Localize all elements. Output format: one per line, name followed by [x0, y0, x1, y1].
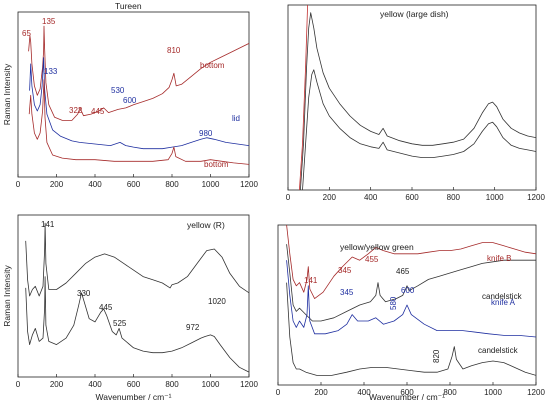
series-line-2 — [25, 276, 249, 373]
annotation-label: bottom — [204, 160, 229, 169]
annotation-label: 972 — [186, 323, 200, 332]
x-tick-label: 0 — [16, 380, 21, 389]
panel-title: yellow (large dish) — [380, 9, 449, 19]
annotation-label: lid — [232, 114, 240, 123]
annotation-label: 141 — [41, 220, 55, 229]
x-tick-label: 200 — [50, 180, 64, 189]
x-tick-label: 200 — [314, 388, 328, 397]
x-tick-label: 1000 — [202, 380, 220, 389]
x-tick-label: 600 — [127, 380, 141, 389]
x-axis-label: Wavenumber / cm⁻¹ — [96, 392, 172, 402]
series-line-2 — [29, 57, 249, 150]
plot-frame — [17, 11, 250, 178]
annotation-label: 810 — [167, 46, 181, 55]
x-tick-label: 1000 — [486, 193, 504, 202]
annotation-label: 820 — [432, 349, 441, 363]
annotation-label: 330 — [77, 289, 91, 298]
y-axis-label: Raman Intensity — [2, 63, 12, 125]
series-line-2 — [286, 244, 536, 322]
annotation-label: 980 — [199, 129, 213, 138]
panel-title: Tureen — [115, 1, 142, 11]
x-tick-label: 1000 — [202, 180, 220, 189]
x-tick-label: 1000 — [484, 388, 502, 397]
x-tick-label: 800 — [443, 388, 457, 397]
x-tick-label: 0 — [286, 193, 291, 202]
annotation-label: 600 — [123, 96, 137, 105]
annotation-label: 580 — [389, 296, 398, 310]
annotation-label: 322 — [69, 106, 83, 115]
annotation-label: 455 — [365, 255, 379, 264]
series-line-2 — [302, 69, 536, 190]
annotation-label: 133 — [44, 67, 58, 76]
plot-frame — [287, 4, 537, 191]
x-tick-label: 200 — [50, 380, 64, 389]
x-tick-label: 800 — [447, 193, 461, 202]
panel-2: 0 200 400 600 800 1000 1200 yellow (large dish) — [286, 4, 545, 202]
x-tick-label: 0 — [16, 180, 21, 189]
x-tick-label: 400 — [364, 193, 378, 202]
annotation-label: 141 — [304, 276, 318, 285]
annotation-label: knife B — [487, 254, 511, 263]
annotation-label: bottom — [200, 61, 225, 70]
x-tick-label: 200 — [323, 193, 337, 202]
x-tick-label: 400 — [88, 180, 102, 189]
x-tick-label: 1200 — [240, 380, 258, 389]
x-tick-label: 600 — [405, 193, 419, 202]
annotation-label: knife A — [491, 298, 516, 307]
x-tick-label: 1200 — [527, 388, 545, 397]
panel-3: 0 200 400 600 800 1000 1200 yellow (R) Wavenumbe… — [2, 214, 258, 402]
annotation-label: 600 — [401, 286, 415, 295]
annotation-label: candelstick — [482, 292, 523, 301]
series-line-1 — [28, 25, 249, 121]
annotation-label: candelstick — [478, 346, 519, 355]
x-axis-label: Wavenumber / cm⁻¹ — [369, 392, 445, 402]
annotation-label: 525 — [113, 319, 127, 328]
series-line-1 — [25, 222, 249, 297]
x-tick-label: 1200 — [240, 180, 258, 189]
series-line-3 — [299, 5, 308, 190]
panel-title: yellow/yellow green — [340, 242, 414, 252]
y-axis-label: Raman Intensity — [2, 265, 12, 327]
annotation-label: 445 — [99, 303, 113, 312]
plot-frame — [17, 214, 250, 378]
series-line-1 — [300, 12, 536, 190]
panel-1: 0 200 400 600 800 1000 1200 Tureen Raman Intensi… — [2, 1, 258, 189]
x-tick-label: 800 — [165, 180, 179, 189]
annotation-label: 1020 — [208, 297, 226, 306]
annotation-label: 345 — [340, 288, 354, 297]
series-line-4 — [286, 282, 536, 376]
annotation-label: 530 — [111, 86, 125, 95]
x-tick-label: 600 — [400, 388, 414, 397]
x-tick-label: 0 — [276, 388, 281, 397]
series-line-3 — [286, 260, 536, 338]
x-tick-label: 600 — [127, 180, 141, 189]
series-line-3 — [28, 79, 249, 165]
x-tick-label: 800 — [165, 380, 179, 389]
x-tick-label: 1200 — [527, 193, 545, 202]
annotation-label: 445 — [91, 107, 105, 116]
panel-4: 0 200 400 600 800 1000 1200 yellow/yellow green… — [276, 224, 545, 402]
annotation-label: 65 — [22, 29, 31, 38]
series-line-1 — [286, 225, 536, 299]
x-tick-label: 400 — [357, 388, 371, 397]
annotation-label: 465 — [396, 267, 410, 276]
annotation-label: 135 — [42, 17, 56, 26]
x-tick-label: 400 — [88, 380, 102, 389]
panel-title: yellow (R) — [187, 220, 225, 230]
annotation-label: 345 — [338, 266, 352, 275]
